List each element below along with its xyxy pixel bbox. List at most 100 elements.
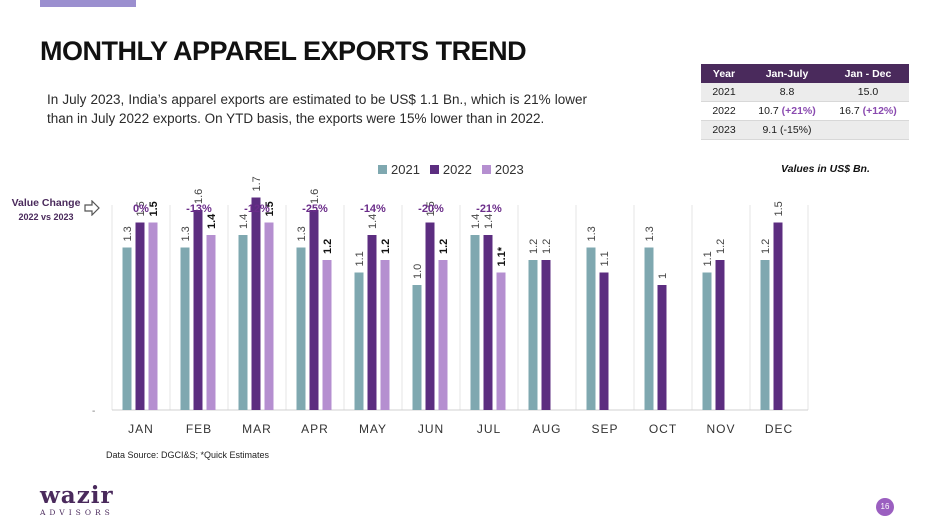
header-jan-july: Jan-July: [747, 64, 827, 83]
header-year: Year: [701, 64, 747, 83]
legend-swatch: [429, 165, 439, 174]
data-label: 1.6: [193, 189, 205, 204]
top-accent-bar: [40, 0, 136, 7]
value-change-label: -14%: [360, 203, 386, 215]
bar-2023-apr: [322, 260, 332, 410]
wazir-logo: wazir ADVISORS: [40, 482, 114, 517]
bar-2021-apr: [296, 247, 306, 410]
data-label: 1.3: [586, 226, 598, 241]
data-label: 1.5: [773, 201, 785, 216]
data-label: 1.3: [122, 226, 134, 241]
table-row: 2023 9.1 (-15%): [701, 120, 909, 140]
data-label: 1.1: [702, 251, 714, 266]
page-number-badge: 16: [876, 498, 894, 516]
data-label: 1.4: [238, 214, 250, 229]
data-label: 1.2: [715, 239, 727, 254]
bar-2022-jan: [135, 222, 145, 410]
data-label: 1.4: [470, 214, 482, 229]
header-jan-dec: Jan - Dec: [827, 64, 909, 83]
bar-2022-apr: [309, 210, 319, 410]
bar-2021-mar: [238, 235, 248, 410]
bar-2021-aug: [528, 260, 538, 410]
values-unit-note: Values in US$ Bn.: [781, 163, 870, 175]
chart-legend: 2021 2022 2023: [378, 162, 524, 177]
data-label: 1.6: [309, 189, 321, 204]
x-axis-tick-label: OCT: [649, 422, 677, 436]
cell-year: 2022: [701, 101, 747, 121]
value-change-label: Value Change 2022 vs 2023: [11, 197, 81, 222]
cell-year: 2021: [701, 83, 747, 102]
value-change-label: -25%: [302, 203, 328, 215]
legend-swatch: [481, 165, 491, 174]
data-label: 1.5: [148, 201, 160, 216]
bar-2022-sep: [599, 272, 609, 410]
bar-2021-jan: [122, 247, 132, 410]
bar-2021-may: [354, 272, 364, 410]
bar-2021-dec: [760, 260, 770, 410]
bar-2022-jun: [425, 222, 435, 410]
x-axis-tick-label: AUG: [532, 422, 561, 436]
data-label: 1.2: [438, 239, 450, 254]
data-label: 1.2: [541, 239, 553, 254]
value-change-label: -21%: [476, 203, 502, 215]
bar-2023-may: [380, 260, 390, 410]
value-change-label: -20%: [418, 203, 444, 215]
arrow-right-icon: [84, 200, 100, 216]
legend-swatch: [378, 165, 387, 174]
bar-2021-nov: [702, 272, 712, 410]
data-label: 1.2: [528, 239, 540, 254]
bar-2021-oct: [644, 247, 654, 410]
cell-jan-dec: 16.7 (+12%): [827, 101, 909, 121]
bar-2023-jun: [438, 260, 448, 410]
data-source-note: Data Source: DGCI&S; *Quick Estimates: [106, 450, 270, 460]
x-axis-tick-label: NOV: [706, 422, 735, 436]
data-label: 1.4: [206, 213, 218, 229]
cell-jan-july: 10.7 (+21%): [747, 101, 827, 121]
bar-2023-jul: [496, 272, 506, 410]
bar-2023-feb: [206, 235, 216, 410]
bar-2022-aug: [541, 260, 551, 410]
bar-2021-feb: [180, 247, 190, 410]
data-label: 1.3: [644, 226, 656, 241]
x-axis-tick-label: JUL: [477, 422, 501, 436]
cell-jan-dec: 15.0: [827, 83, 909, 102]
data-label: 1.1: [354, 251, 366, 266]
summary-table: Year Jan-July Jan - Dec 2021 8.8 15.0 20…: [701, 64, 909, 140]
data-label: 1.0: [412, 264, 424, 279]
legend-item-2021: 2021: [378, 162, 420, 177]
legend-item-2022: 2022: [429, 162, 472, 177]
data-label: 1.4: [483, 214, 495, 229]
x-axis-tick-label: APR: [301, 422, 329, 436]
x-axis-tick-label: FEB: [186, 422, 212, 436]
value-change-label: 0%: [133, 203, 149, 215]
data-label: 1.1: [599, 251, 611, 266]
intro-text: In July 2023, India’s apparel exports ar…: [47, 92, 587, 126]
bar-2022-oct: [657, 285, 667, 410]
data-label: 1.2: [380, 239, 392, 254]
legend-item-2023: 2023: [481, 162, 524, 177]
cell-jan-july: 9.1 (-15%): [747, 120, 827, 140]
data-label: 1.7: [251, 176, 263, 191]
bar-2022-jul: [483, 235, 493, 410]
bar-2022-dec: [773, 222, 783, 410]
page-title: MONTHLY APPAREL EXPORTS TREND: [40, 36, 527, 66]
value-change-label: -12%: [244, 203, 270, 215]
x-axis-tick-label: SEP: [591, 422, 618, 436]
bar-2022-may: [367, 235, 377, 410]
bar-2022-feb: [193, 210, 203, 410]
cell-year: 2023: [701, 120, 747, 140]
data-label: 1.3: [180, 226, 192, 241]
cell-jan-dec: [827, 120, 909, 140]
value-change-label: -13%: [186, 203, 212, 215]
bar-2023-jan: [148, 222, 158, 410]
data-label: 1.2: [322, 239, 334, 254]
x-axis-tick-label: MAY: [359, 422, 387, 436]
table-row: 2022 10.7 (+21%) 16.7 (+12%): [701, 101, 909, 121]
bar-2021-jun: [412, 285, 422, 410]
table-row: 2021 8.8 15.0: [701, 83, 909, 102]
data-label: 1: [657, 273, 669, 279]
y-axis-tick-label: -: [92, 406, 95, 417]
data-label: 1.2: [760, 239, 772, 254]
x-axis-tick-label: MAR: [242, 422, 272, 436]
